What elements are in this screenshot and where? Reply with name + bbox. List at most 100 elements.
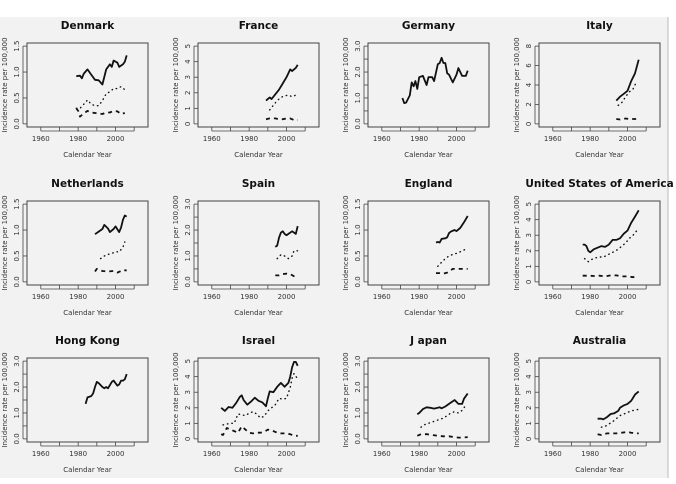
x-axis-label: Calendar Year [575,309,624,317]
x-tick-label: 2000 [619,450,637,458]
x-tick-label: 2000 [448,450,466,458]
panel-title: Germany [402,20,455,32]
y-tick-label: 5 [184,359,192,363]
y-axis-label: Incidence rate per 100,000 [342,352,350,447]
panel-title: France [239,20,279,32]
y-tick-label: 0.0 [13,276,21,287]
y-tick-label: 0 [525,437,533,441]
x-tick-label: 2000 [107,293,125,301]
panel-title: England [405,178,453,190]
panel-title: J apan [409,335,447,347]
series-line-dashed [275,272,298,278]
y-tick-label: 1.0 [354,92,362,103]
series-line-solid [265,64,299,102]
x-tick-label: 1980 [410,135,428,143]
x-tick-label: 1960 [544,135,562,143]
y-tick-label: 4 [184,374,192,379]
y-tick-label: 1 [525,264,533,268]
y-tick-label: 4 [525,374,533,379]
series-line-solid [220,361,299,412]
y-tick-label: 2.0 [354,66,362,77]
y-tick-label: 5 [525,359,533,363]
x-tick-label: 2000 [448,135,466,143]
x-axis-label: Calendar Year [234,151,283,159]
series-line-dotted [75,85,126,109]
y-tick-label: 4 [184,59,192,64]
x-axis-label: Calendar Year [404,466,453,474]
panel-title: Denmark [61,20,116,32]
plot-frame [538,357,661,443]
x-tick-label: 2000 [278,293,296,301]
x-tick-label: 1960 [203,293,221,301]
y-tick-label: 2 [525,249,533,253]
x-tick-label: 2000 [619,293,637,301]
x-axis-label: Calendar Year [234,309,283,317]
series-line-solid [401,56,469,104]
x-axis-label: Calendar Year [404,151,453,159]
x-tick-label: 1960 [544,293,562,301]
y-tick-label: 1 [525,421,533,425]
y-axis-label: Incidence rate per 100,000 [513,37,521,132]
x-tick-label: 1980 [581,450,599,458]
series-line-dotted [437,247,469,267]
x-axis-label: Calendar Year [63,151,112,159]
y-axis-label: Incidence rate per 100,000 [172,352,180,447]
y-tick-label: 0.5 [13,92,21,103]
panel-denmark: Denmark 1960 1980 2000 Calendar Year 0.0 0.5 1.… [1,20,149,159]
x-tick-label: 1980 [581,293,599,301]
series-line-dotted [222,372,299,426]
figure-background [0,17,668,478]
x-tick-label: 1960 [32,293,50,301]
panel-title: Australia [573,335,626,347]
y-tick-label: 3 [184,390,192,394]
y-tick-label: 2.0 [13,381,21,392]
series-line-dotted [420,404,467,428]
y-tick-label: 3.0 [354,41,362,52]
x-tick-label: 2000 [448,293,466,301]
page-top-margin [0,0,676,17]
y-tick-label: 0.5 [354,250,362,261]
y-tick-label: 5 [184,44,192,48]
y-tick-label: 2 [525,406,533,410]
panel-netherlands: Netherlands 1960 1980 2000 Calendar Year 0.0 0… [1,178,149,317]
y-tick-label: 1 [184,106,192,110]
y-tick-label: 1.0 [354,224,362,235]
y-tick-label: 4 [525,82,533,87]
x-tick-label: 1980 [240,293,258,301]
panel-germany: Germany 1960 1980 2000 Calendar Year 0.0 1.0 2.… [342,20,490,159]
series-line-dotted [617,80,638,107]
panel-england: England 1960 1980 2000 Calendar Year 0.0 0.5 1.… [342,178,490,317]
x-tick-label: 1980 [69,293,87,301]
plot-frame [538,200,661,286]
series-line-solid [94,214,128,235]
y-tick-label: 5 [525,202,533,206]
y-tick-label: 1 [184,421,192,425]
y-tick-label: 1.0 [13,407,21,418]
y-tick-label: 1.5 [354,199,362,210]
x-tick-label: 2000 [619,135,637,143]
x-tick-label: 1960 [203,450,221,458]
x-tick-label: 1960 [32,450,50,458]
series-line-solid [435,215,469,244]
plot-frame [26,200,149,286]
y-tick-label: 0.0 [184,276,192,287]
plot-frame [197,42,320,128]
series-line-solid [416,392,469,416]
panel-title: Spain [242,178,275,190]
series-line-solid [597,390,640,421]
panel-italy: Italy 1960 1980 2000 Calendar Year 0 2 4 6 8 Incid… [513,20,661,159]
series-line-dashed [75,107,126,118]
y-tick-label: 0.5 [13,250,21,261]
y-tick-label: 1.5 [13,199,21,210]
x-tick-label: 1960 [373,450,391,458]
x-tick-label: 1980 [69,450,87,458]
series-line-solid [582,209,640,254]
panel-title: Italy [586,20,613,32]
series-line-dashed [416,433,468,439]
panel-israel: Israel 1960 1980 2000 Calendar Year 0 1 2 3 4 5 Inc… [172,335,320,474]
y-axis-label: Incidence rate per 100,000 [172,195,180,290]
y-tick-label: 1.0 [13,224,21,235]
series-line-dashed [582,274,638,279]
x-tick-label: 1980 [410,450,428,458]
plot-frame [197,357,320,443]
